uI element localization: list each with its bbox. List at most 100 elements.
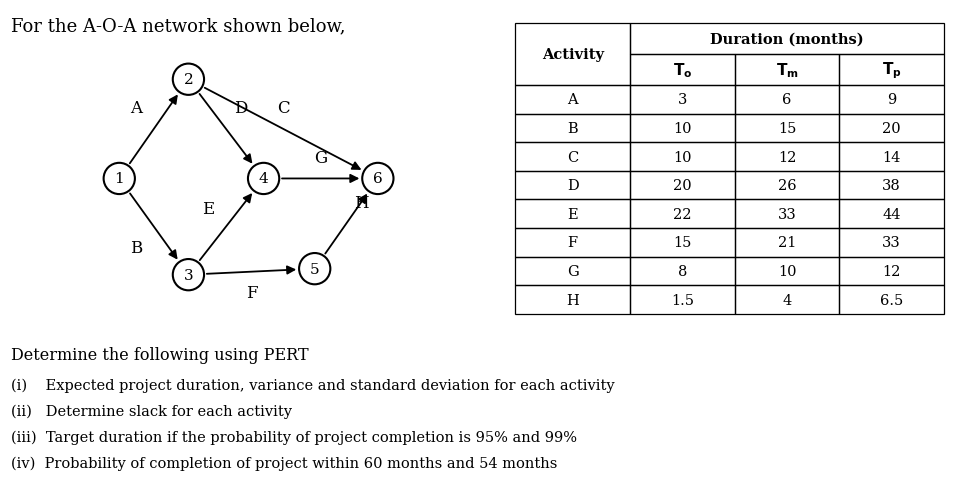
Text: Determine the following using PERT: Determine the following using PERT (11, 346, 309, 363)
Bar (839, 171, 944, 200)
Bar (630, 143, 735, 171)
Text: H: H (566, 293, 579, 307)
Text: 8: 8 (678, 264, 687, 278)
Text: C: C (567, 150, 578, 164)
Text: F: F (246, 285, 257, 302)
Circle shape (299, 254, 331, 285)
Bar (630, 171, 735, 200)
Circle shape (103, 164, 135, 195)
Text: (iii)  Target duration if the probability of project completion is 95% and 99%: (iii) Target duration if the probability… (11, 430, 577, 444)
Bar (630, 55, 735, 86)
Bar (630, 24, 944, 55)
Bar (735, 143, 839, 171)
Text: 14: 14 (882, 150, 901, 164)
Text: 10: 10 (673, 150, 692, 164)
Bar (735, 114, 839, 143)
Text: 4: 4 (259, 172, 269, 186)
Bar (515, 200, 631, 228)
Text: C: C (277, 100, 290, 117)
Text: A: A (567, 93, 578, 107)
Bar (735, 286, 839, 314)
Text: 9: 9 (887, 93, 897, 107)
Circle shape (173, 259, 204, 291)
Text: 6.5: 6.5 (880, 293, 903, 307)
Text: 3: 3 (184, 268, 193, 282)
Text: $\mathbf{T}_{\mathbf{o}}$: $\mathbf{T}_{\mathbf{o}}$ (673, 61, 692, 80)
Bar (515, 143, 631, 171)
Text: 1.5: 1.5 (671, 293, 694, 307)
Bar (839, 114, 944, 143)
Text: 15: 15 (778, 121, 796, 136)
Bar (839, 228, 944, 257)
Bar (630, 86, 735, 114)
Bar (515, 257, 631, 286)
Bar (630, 200, 735, 228)
Text: E: E (567, 207, 578, 221)
Text: 38: 38 (882, 179, 901, 193)
Text: 10: 10 (778, 264, 796, 278)
Bar (515, 24, 631, 86)
Text: 12: 12 (778, 150, 796, 164)
Bar (630, 286, 735, 314)
Circle shape (173, 64, 204, 96)
Bar (630, 228, 735, 257)
Bar (839, 143, 944, 171)
Text: G: G (567, 264, 578, 278)
Text: 6: 6 (373, 172, 382, 186)
Bar (735, 228, 839, 257)
Text: 20: 20 (673, 179, 692, 193)
Text: 15: 15 (674, 236, 692, 250)
Text: 6: 6 (783, 93, 792, 107)
Bar (630, 257, 735, 286)
Text: G: G (315, 150, 327, 166)
Bar (839, 257, 944, 286)
Text: For the A-O-A network shown below,: For the A-O-A network shown below, (11, 17, 346, 35)
Text: $\mathbf{T}_{\mathbf{p}}$: $\mathbf{T}_{\mathbf{p}}$ (881, 60, 902, 81)
Text: 20: 20 (882, 121, 901, 136)
Text: 5: 5 (310, 262, 319, 276)
Bar (515, 86, 631, 114)
Text: F: F (568, 236, 577, 250)
Text: 21: 21 (778, 236, 796, 250)
Text: 10: 10 (673, 121, 692, 136)
Bar (735, 55, 839, 86)
Text: (i)    Expected project duration, variance and standard deviation for each activ: (i) Expected project duration, variance … (11, 378, 615, 392)
Text: Duration (months): Duration (months) (710, 32, 864, 46)
Circle shape (362, 164, 394, 195)
Bar (839, 200, 944, 228)
Text: D: D (234, 100, 248, 117)
Bar (735, 257, 839, 286)
Bar (630, 114, 735, 143)
Text: 22: 22 (673, 207, 692, 221)
Text: 12: 12 (882, 264, 901, 278)
Text: 2: 2 (184, 73, 193, 87)
Bar (515, 114, 631, 143)
Text: (ii)   Determine slack for each activity: (ii) Determine slack for each activity (11, 404, 293, 418)
Text: E: E (202, 200, 214, 218)
Bar (735, 86, 839, 114)
Text: H: H (354, 195, 369, 212)
Text: D: D (567, 179, 578, 193)
Bar (839, 286, 944, 314)
Text: 1: 1 (115, 172, 124, 186)
Text: 3: 3 (678, 93, 687, 107)
Text: Activity: Activity (542, 48, 603, 62)
Bar (839, 86, 944, 114)
Text: B: B (567, 121, 578, 136)
Bar (515, 286, 631, 314)
Bar (839, 55, 944, 86)
Text: (iv)  Probability of completion of project within 60 months and 54 months: (iv) Probability of completion of projec… (11, 456, 558, 470)
Text: $\mathbf{T}_{\mathbf{m}}$: $\mathbf{T}_{\mathbf{m}}$ (776, 61, 798, 80)
Circle shape (248, 164, 279, 195)
Bar (735, 200, 839, 228)
Bar (515, 228, 631, 257)
Bar (515, 171, 631, 200)
Text: 4: 4 (783, 293, 792, 307)
Text: A: A (130, 100, 141, 117)
Text: 44: 44 (882, 207, 901, 221)
Text: 33: 33 (778, 207, 796, 221)
Text: 26: 26 (778, 179, 796, 193)
Text: 33: 33 (882, 236, 901, 250)
Bar (735, 171, 839, 200)
Text: B: B (130, 240, 141, 257)
